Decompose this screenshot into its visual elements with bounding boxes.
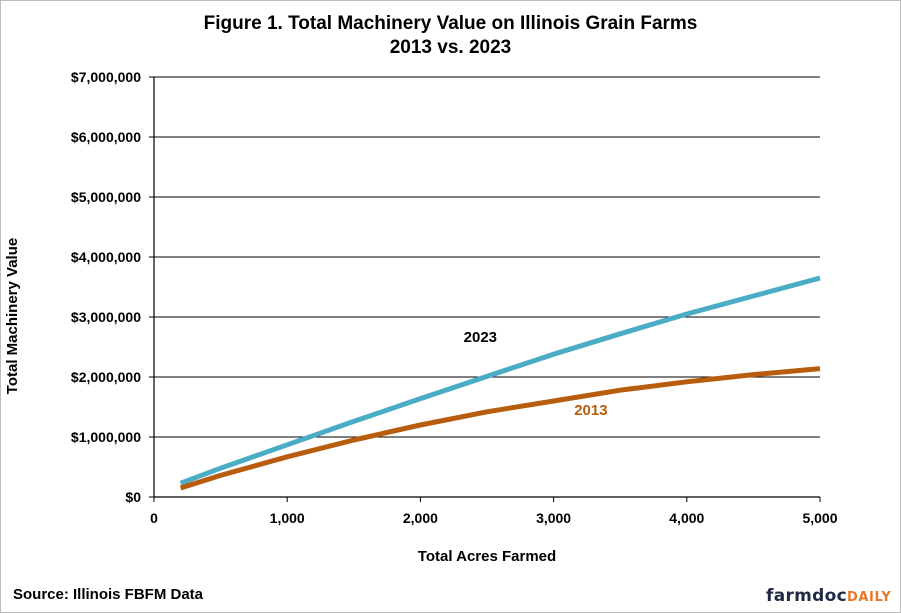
logo-part1: farmdoc — [766, 586, 847, 606]
y-tick-label: $1,000,000 — [71, 429, 141, 445]
annotations: 2023 2013 — [464, 329, 608, 419]
series-line-2023 — [179, 275, 821, 486]
series-label-2013: 2013 — [574, 402, 607, 419]
gridlines — [154, 76, 820, 438]
y-tick-label: $6,000,000 — [71, 129, 141, 145]
x-tick-label: 3,000 — [536, 510, 571, 526]
y-tick-label: $3,000,000 — [71, 309, 141, 325]
chart-subtitle: 2013 vs. 2023 — [389, 37, 512, 58]
x-tick-label: 1,000 — [270, 510, 305, 526]
series-line-2013 — [179, 366, 821, 491]
series-lines — [179, 275, 821, 491]
x-axis-label: Total Acres Farmed — [418, 548, 556, 565]
y-tick-label: $4,000,000 — [71, 249, 141, 265]
logo-part2: DAILY — [847, 590, 892, 605]
y-tick-label: $7,000,000 — [71, 69, 141, 85]
y-tick-label: $0 — [125, 489, 141, 505]
source-note: Source: Illinois FBFM Data — [13, 586, 204, 603]
x-tick-label: 2,000 — [403, 510, 438, 526]
series-label-2023: 2023 — [464, 329, 497, 346]
y-axis-label: Total Machinery Value — [4, 238, 21, 394]
tick-labels: $0 $1,000,000 $2,000,000 $3,000,000 $4,000,0… — [71, 69, 838, 526]
farmdoc-daily-logo: farmdocDAILY — [766, 586, 891, 606]
axes — [149, 76, 821, 502]
x-tick-label: 4,000 — [669, 510, 704, 526]
x-tick-label: 0 — [150, 510, 158, 526]
y-tick-label: $2,000,000 — [71, 369, 141, 385]
chart-title: Figure 1. Total Machinery Value on Illin… — [203, 13, 698, 34]
y-tick-label: $5,000,000 — [71, 189, 141, 205]
x-tick-label: 5,000 — [802, 510, 837, 526]
